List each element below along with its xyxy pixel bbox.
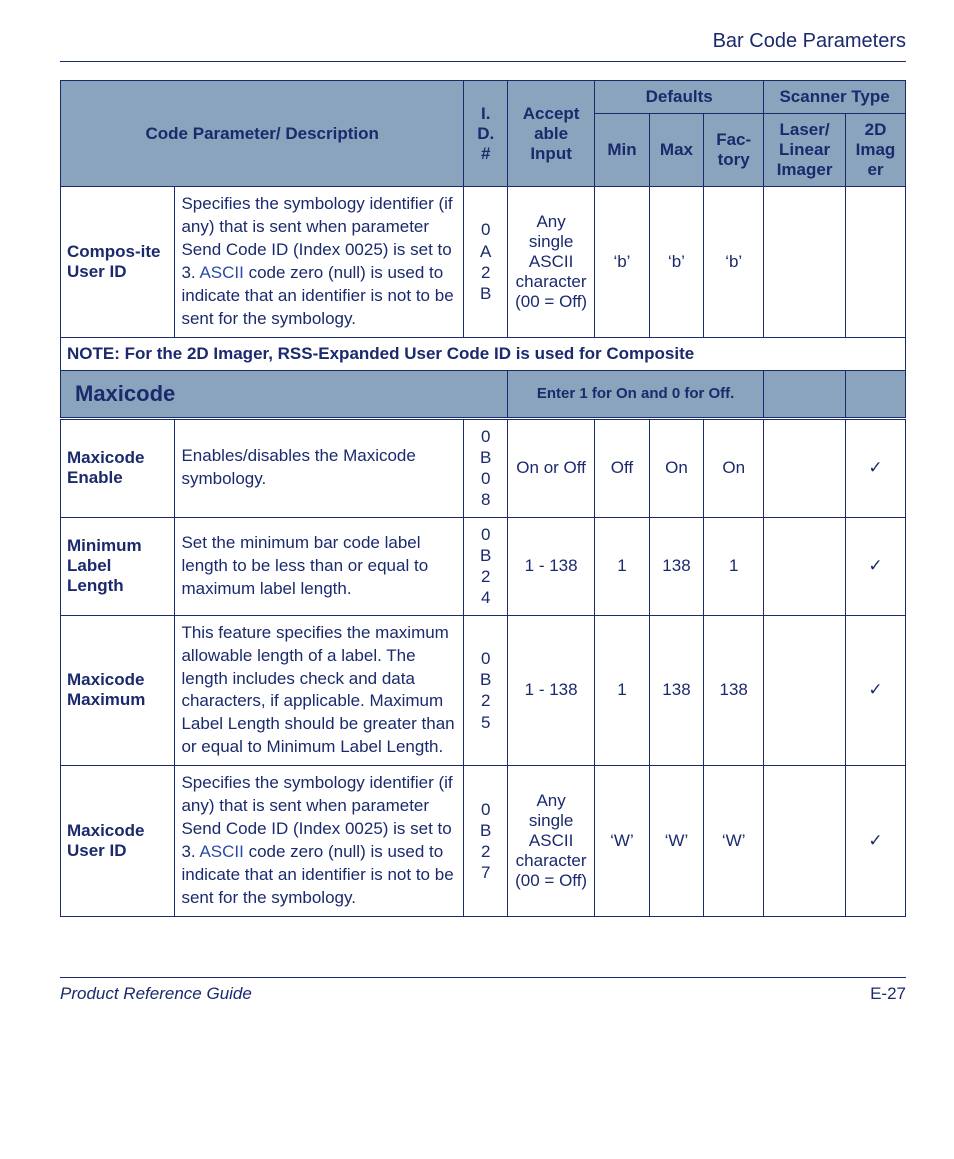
desc-link[interactable]: ASCII xyxy=(199,842,243,861)
param-factory: ‘W’ xyxy=(704,766,764,917)
param-imager: ✓ xyxy=(845,766,905,917)
id-text: 0 B 2 5 xyxy=(480,649,491,732)
col-scanner-group: Scanner Type xyxy=(764,81,906,114)
param-max: 138 xyxy=(649,615,704,766)
param-laser xyxy=(764,418,846,517)
param-accept: 1 - 138 xyxy=(508,517,595,615)
table-row: Compos-ite User ID Specifies the symbolo… xyxy=(61,187,906,338)
col-code-param: Code Parameter/ Description xyxy=(61,81,464,187)
page-footer: Product Reference Guide E-27 xyxy=(60,984,906,1004)
param-id: 0 B 2 7 xyxy=(464,766,508,917)
param-desc: Specifies the symbology identifier (if a… xyxy=(175,766,464,917)
param-id: 0 B 2 5 xyxy=(464,615,508,766)
col-id: I. D. # xyxy=(464,81,508,187)
param-imager: ✓ xyxy=(845,615,905,766)
param-imager xyxy=(845,187,905,338)
param-desc: Set the minimum bar code label length to… xyxy=(175,517,464,615)
parameters-table: Code Parameter/ Description I. D. # Acce… xyxy=(60,80,906,917)
param-accept: Any single ASCII character (00 = Off) xyxy=(508,187,595,338)
page-header-title: Bar Code Parameters xyxy=(60,30,906,53)
param-min: ‘W’ xyxy=(595,766,650,917)
param-factory: 138 xyxy=(704,615,764,766)
table-row: Maxicode Maximum This feature specifies … xyxy=(61,615,906,766)
col-laser: Laser/ Linear Imager xyxy=(764,114,846,187)
footer-rule xyxy=(60,977,906,978)
param-laser xyxy=(764,187,846,338)
param-imager: ✓ xyxy=(845,517,905,615)
col-accept-text: Accept able Input xyxy=(523,104,580,163)
param-name: Minimum Label Length xyxy=(61,517,175,615)
param-id: 0 A 2 B xyxy=(464,187,508,338)
header-rule xyxy=(60,61,906,62)
col-accept: Accept able Input xyxy=(508,81,595,187)
param-accept: 1 - 138 xyxy=(508,615,595,766)
param-max: On xyxy=(649,418,704,517)
id-text: 0 A 2 B xyxy=(480,220,491,303)
id-text: 0 B 2 4 xyxy=(480,525,491,608)
section-empty-2 xyxy=(845,370,905,418)
footer-left: Product Reference Guide xyxy=(60,984,252,1004)
param-name: Maxicode User ID xyxy=(61,766,175,917)
param-max: 138 xyxy=(649,517,704,615)
param-name: Maxicode Maximum xyxy=(61,615,175,766)
col-defaults-group: Defaults xyxy=(595,81,764,114)
param-min: 1 xyxy=(595,615,650,766)
note-text: NOTE: For the 2D Imager, RSS-Expanded Us… xyxy=(61,337,906,370)
param-name: Compos-ite User ID xyxy=(61,187,175,338)
col-id-text: I. D. # xyxy=(477,104,494,163)
param-laser xyxy=(764,766,846,917)
param-laser xyxy=(764,615,846,766)
footer-right: E-27 xyxy=(870,984,906,1004)
table-row: Minimum Label Length Set the minimum bar… xyxy=(61,517,906,615)
col-factory: Fac-tory xyxy=(704,114,764,187)
param-factory: On xyxy=(704,418,764,517)
param-laser xyxy=(764,517,846,615)
param-id: 0 B 2 4 xyxy=(464,517,508,615)
header-row-1: Code Parameter/ Description I. D. # Acce… xyxy=(61,81,906,114)
param-id: 0 B 0 8 xyxy=(464,418,508,517)
page: Bar Code Parameters Code Parameter/ Desc… xyxy=(0,0,954,1024)
param-min: ‘b’ xyxy=(595,187,650,338)
section-message: Enter 1 for On and 0 for Off. xyxy=(508,370,764,418)
param-max: ‘b’ xyxy=(649,187,704,338)
param-name: Maxicode Enable xyxy=(61,418,175,517)
section-row: Maxicode Enter 1 for On and 0 for Off. xyxy=(61,370,906,418)
param-desc: This feature specifies the maximum allow… xyxy=(175,615,464,766)
param-imager: ✓ xyxy=(845,418,905,517)
table-row: Maxicode User ID Specifies the symbology… xyxy=(61,766,906,917)
param-factory: 1 xyxy=(704,517,764,615)
param-accept: Any single ASCII character (00 = Off) xyxy=(508,766,595,917)
param-factory: ‘b’ xyxy=(704,187,764,338)
param-desc: Specifies the symbology identifier (if a… xyxy=(175,187,464,338)
col-max: Max xyxy=(649,114,704,187)
col-imager: 2D Imag er xyxy=(845,114,905,187)
section-title: Maxicode xyxy=(61,370,508,418)
id-text: 0 B 0 8 xyxy=(480,427,491,510)
id-text: 0 B 2 7 xyxy=(480,800,491,883)
param-desc: Enables/disables the Maxicode symbology. xyxy=(175,418,464,517)
table-row: Maxicode Enable Enables/disables the Max… xyxy=(61,418,906,517)
param-max: ‘W’ xyxy=(649,766,704,917)
col-min: Min xyxy=(595,114,650,187)
section-empty-1 xyxy=(764,370,846,418)
param-min: 1 xyxy=(595,517,650,615)
note-row: NOTE: For the 2D Imager, RSS-Expanded Us… xyxy=(61,337,906,370)
param-accept: On or Off xyxy=(508,418,595,517)
desc-link[interactable]: ASCII xyxy=(199,263,243,282)
param-min: Off xyxy=(595,418,650,517)
